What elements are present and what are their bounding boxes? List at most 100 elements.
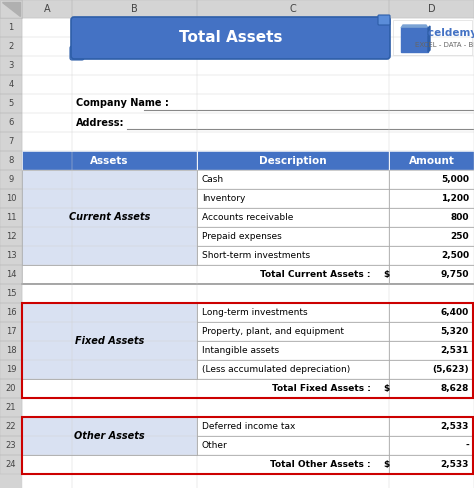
- Bar: [0, 436, 22, 455]
- Bar: [389, 151, 474, 170]
- Bar: [22, 0, 72, 18]
- Bar: [389, 246, 474, 265]
- Bar: [0, 398, 22, 417]
- Bar: [389, 227, 474, 246]
- Bar: [0, 379, 22, 398]
- Text: D: D: [428, 4, 435, 14]
- Bar: [389, 436, 474, 455]
- Bar: [0, 379, 22, 398]
- Bar: [22, 151, 197, 170]
- Text: 9,750: 9,750: [440, 270, 469, 279]
- Bar: [22, 417, 197, 455]
- Text: 20: 20: [6, 384, 16, 393]
- Bar: [389, 322, 474, 341]
- Text: 8,628: 8,628: [441, 384, 469, 393]
- Polygon shape: [2, 2, 20, 16]
- Bar: [197, 208, 389, 227]
- Bar: [197, 151, 389, 170]
- Bar: [197, 341, 389, 360]
- Text: 24: 24: [6, 460, 16, 469]
- Bar: [0, 18, 22, 37]
- Bar: [72, 0, 197, 18]
- Text: (5,623): (5,623): [432, 365, 469, 374]
- Text: A: A: [44, 4, 50, 14]
- Bar: [0, 360, 22, 379]
- Bar: [389, 303, 474, 322]
- Text: (Less accumulated depreciation): (Less accumulated depreciation): [202, 365, 350, 374]
- Bar: [197, 189, 389, 208]
- Bar: [197, 436, 389, 455]
- Bar: [0, 303, 22, 322]
- Bar: [197, 360, 389, 379]
- Bar: [0, 132, 22, 151]
- Text: exceldemy: exceldemy: [415, 28, 474, 38]
- Text: 5,000: 5,000: [441, 175, 469, 184]
- Bar: [389, 417, 474, 436]
- Text: 2,533: 2,533: [441, 422, 469, 431]
- Bar: [389, 265, 474, 284]
- Bar: [22, 303, 474, 398]
- Bar: [0, 417, 22, 436]
- Text: 10: 10: [6, 194, 16, 203]
- Text: 2,500: 2,500: [441, 251, 469, 260]
- Text: Deferred income tax: Deferred income tax: [202, 422, 295, 431]
- Bar: [0, 360, 22, 379]
- Bar: [0, 75, 22, 94]
- Bar: [0, 227, 22, 246]
- Text: 1: 1: [9, 23, 14, 32]
- Text: 23: 23: [6, 441, 16, 450]
- Bar: [389, 265, 474, 284]
- Bar: [22, 170, 197, 265]
- Text: Total Assets: Total Assets: [179, 30, 282, 45]
- Text: Inventory: Inventory: [202, 194, 246, 203]
- Bar: [389, 208, 474, 227]
- Bar: [0, 208, 22, 227]
- Bar: [0, 151, 22, 170]
- Polygon shape: [428, 26, 430, 52]
- Text: Other Assets: Other Assets: [74, 431, 145, 441]
- Bar: [197, 0, 389, 18]
- Bar: [389, 379, 474, 398]
- Bar: [0, 208, 22, 227]
- Text: Description: Description: [259, 156, 327, 165]
- Bar: [22, 0, 72, 18]
- Bar: [0, 113, 22, 132]
- Text: B: B: [131, 4, 138, 14]
- Text: Other: Other: [202, 441, 228, 450]
- Bar: [389, 189, 474, 208]
- Bar: [0, 56, 22, 75]
- Bar: [0, 0, 22, 18]
- Bar: [197, 246, 389, 265]
- Polygon shape: [401, 25, 428, 28]
- Bar: [0, 341, 22, 360]
- Bar: [22, 379, 389, 398]
- Text: EXCEL - DATA - BI: EXCEL - DATA - BI: [415, 42, 474, 48]
- Bar: [389, 303, 474, 322]
- Text: 3: 3: [9, 61, 14, 70]
- Text: 8: 8: [9, 156, 14, 165]
- Bar: [389, 227, 474, 246]
- Bar: [0, 303, 22, 322]
- Bar: [22, 455, 389, 474]
- Bar: [197, 417, 389, 436]
- Text: 5,320: 5,320: [441, 327, 469, 336]
- Text: 17: 17: [6, 327, 16, 336]
- Bar: [0, 151, 22, 170]
- Bar: [22, 455, 389, 474]
- Bar: [197, 189, 389, 208]
- Bar: [197, 303, 389, 322]
- Bar: [0, 132, 22, 151]
- Text: 13: 13: [6, 251, 16, 260]
- Text: 7: 7: [9, 137, 14, 146]
- Bar: [0, 455, 22, 474]
- Text: 12: 12: [6, 232, 16, 241]
- Bar: [0, 0, 474, 18]
- Text: 2,531: 2,531: [441, 346, 469, 355]
- Text: Long-term investments: Long-term investments: [202, 308, 308, 317]
- Text: 9: 9: [9, 175, 14, 184]
- Text: 5: 5: [9, 99, 14, 108]
- Bar: [0, 436, 22, 455]
- Bar: [197, 341, 389, 360]
- Bar: [0, 75, 22, 94]
- Bar: [197, 0, 389, 18]
